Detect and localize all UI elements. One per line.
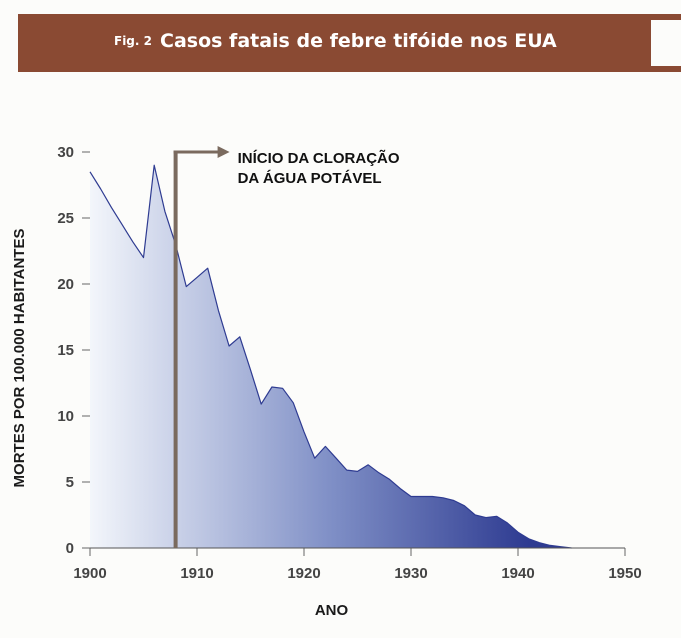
data-point [217,309,219,311]
x-axis-ticks: 1900 1910 1920 1930 1940 1950 [73,548,642,582]
figure-title: Fig. 2 Casos fatais de febre tifóide nos … [114,30,557,52]
data-line [89,164,572,549]
data-point [464,505,466,507]
arrow-icon [217,146,230,158]
y-tick-label: 0 [66,540,74,557]
data-point [153,164,155,166]
data-point [357,470,359,472]
data-point [185,286,187,288]
x-tick-label: 1950 [608,565,641,582]
data-point [89,171,91,173]
data-point [389,478,391,480]
x-tick-label: 1920 [287,565,320,582]
data-point [453,499,455,501]
y-tick-label: 30 [57,144,74,161]
x-tick-label: 1940 [501,565,534,582]
data-point [239,336,241,338]
y-tick-label: 20 [57,276,74,293]
data-point [110,206,112,208]
data-point [314,457,316,459]
data-point [121,224,123,226]
data-point [538,542,540,544]
data-point [474,514,476,516]
y-tick-label: 25 [57,210,74,227]
data-point [250,369,252,371]
data-point [282,387,284,389]
x-axis-label: ANO [315,602,349,619]
data-point [132,241,134,243]
data-point [271,386,273,388]
data-point [560,546,562,548]
data-point [228,345,230,347]
data-point [335,457,337,459]
data-point [100,188,102,190]
x-tick-label: 1900 [73,565,106,582]
data-point [421,496,423,498]
data-point [517,531,519,533]
data-point [485,517,487,519]
data-point [496,515,498,517]
data-point [399,488,401,490]
data-point [571,547,573,549]
data-point [324,445,326,447]
data-point [506,522,508,524]
data-point [292,402,294,404]
data-area [90,165,572,548]
annotation-line-1: INÍCIO DA CLORAÇÃO [238,149,400,167]
data-point [196,276,198,278]
data-point [260,403,262,405]
data-point [431,496,433,498]
x-tick-label: 1930 [394,565,427,582]
data-point [207,267,209,269]
data-point [346,469,348,471]
figure-header-bar: Fig. 2 Casos fatais de febre tifóide nos … [18,14,681,72]
data-point [410,496,412,498]
y-tick-label: 10 [57,408,74,425]
annotation-line-2: DA ÁGUA POTÁVEL [238,170,382,187]
data-point [528,538,530,540]
y-axis-label: MORTES POR 100.000 HABITANTES [11,229,28,488]
x-tick-label: 1910 [180,565,213,582]
data-point [549,544,551,546]
figure-number: Fig. 2 [114,34,152,48]
y-axis-ticks: 0 5 10 15 20 25 30 [57,144,90,557]
y-tick-label: 15 [57,342,74,359]
y-tick-label: 5 [66,474,74,491]
header-end-cap [651,20,681,66]
data-point [164,210,166,212]
data-point [378,472,380,474]
figure-title-text: Casos fatais de febre tifóide nos EUA [160,30,557,52]
data-point [143,257,145,259]
data-point [303,431,305,433]
data-point [367,464,369,466]
data-point [442,497,444,499]
